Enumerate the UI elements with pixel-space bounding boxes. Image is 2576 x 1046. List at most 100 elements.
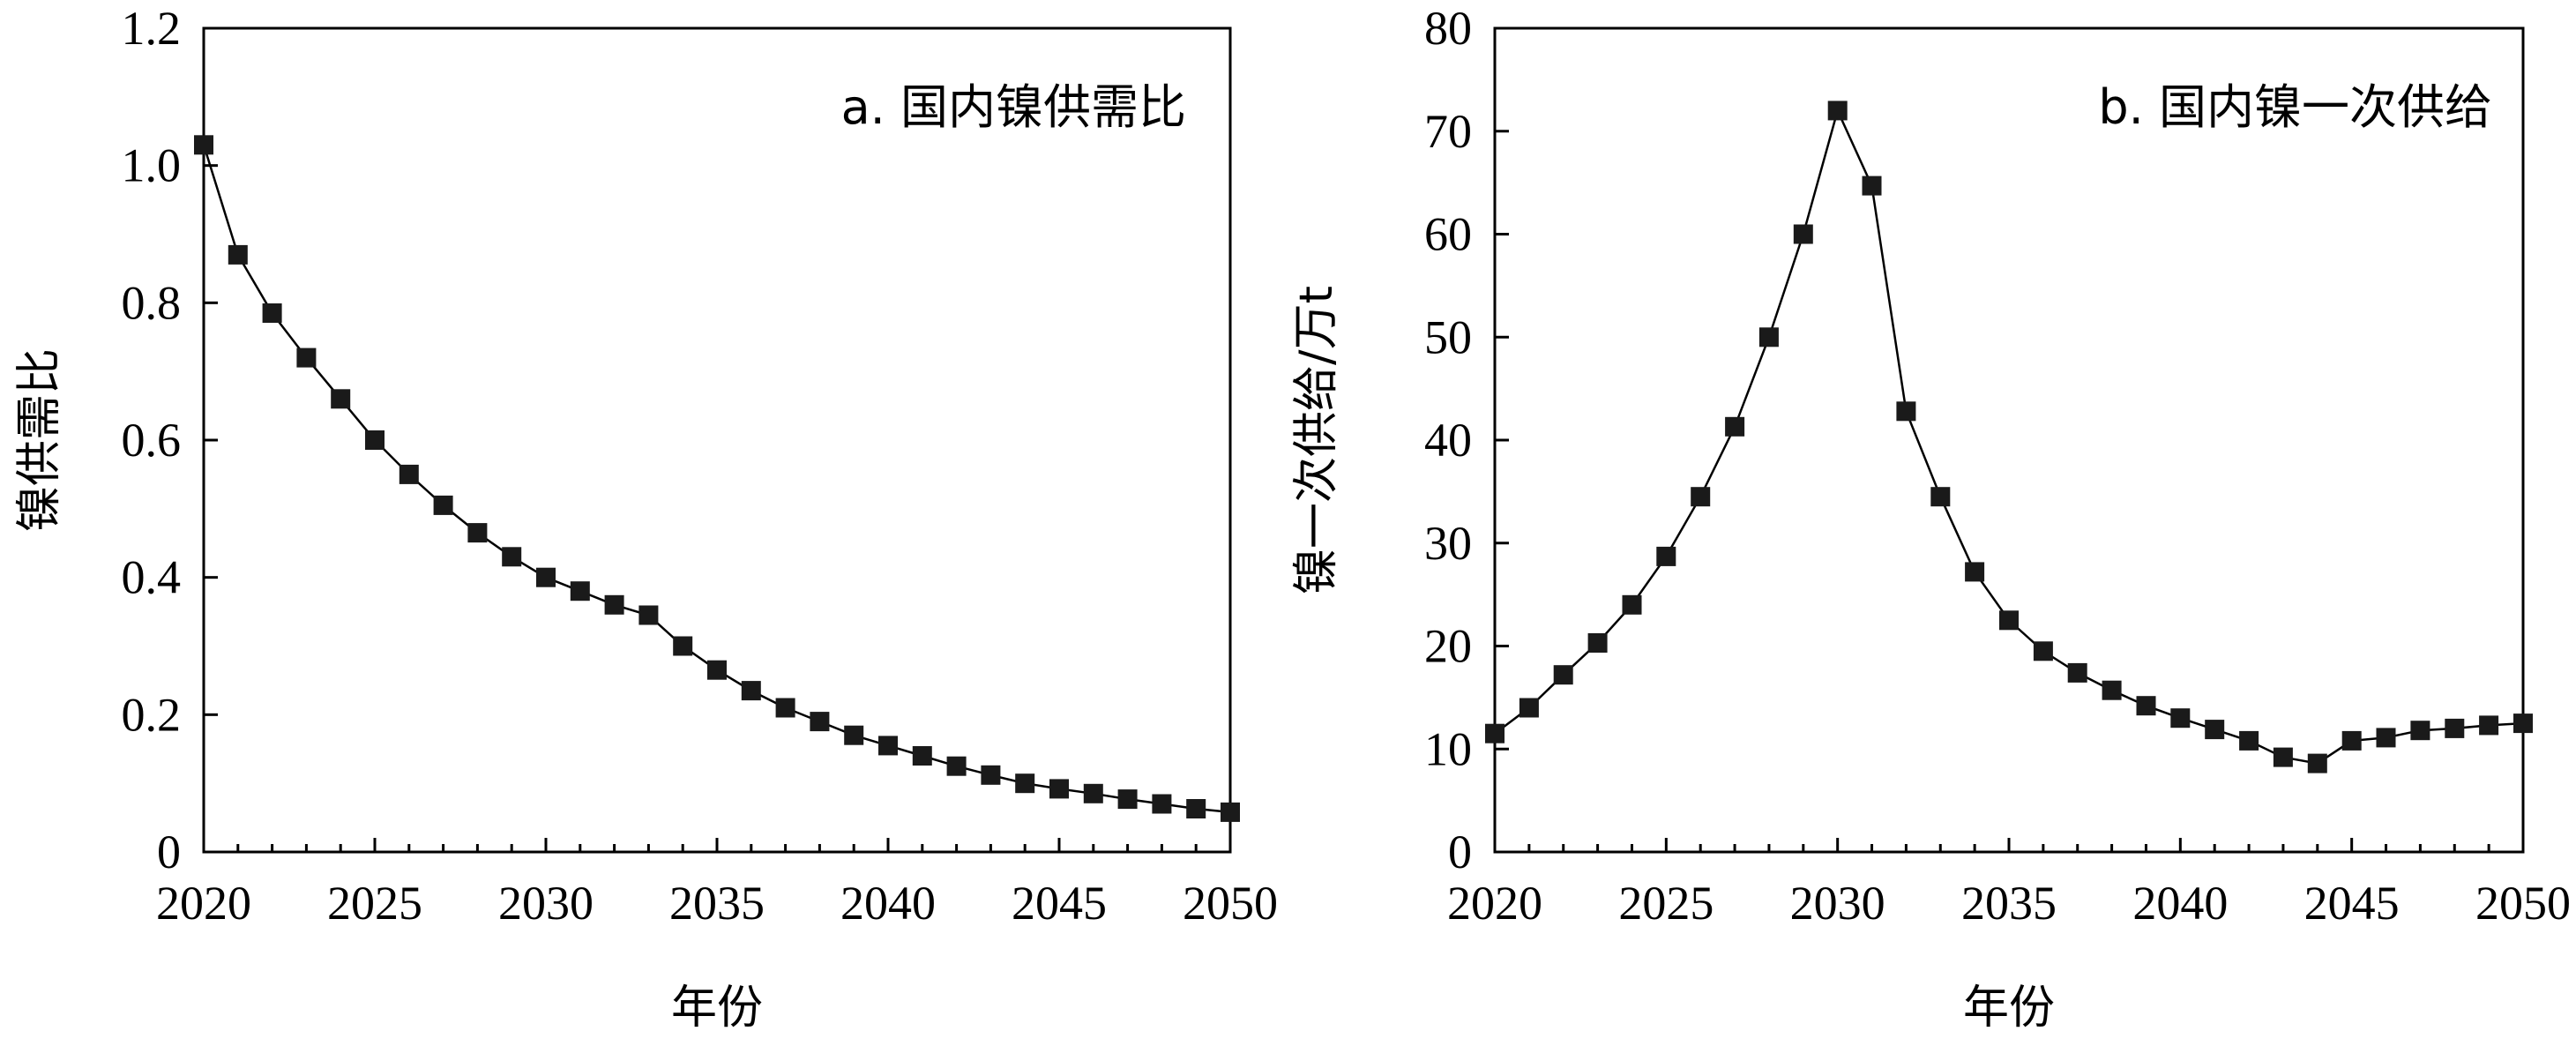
- data-point-b-2042: [2239, 730, 2259, 751]
- data-point-a-2047: [1117, 789, 1138, 810]
- x-tick-label: 2040: [840, 877, 936, 930]
- y-tick-label: 50: [1424, 310, 1472, 363]
- ticks-a: 2020 2025 2030 2035 2040 2045 2050 0 0.2 0.4 0.6 0.…: [122, 2, 1279, 930]
- series-line-b: [1494, 107, 2524, 765]
- data-point-b-2028: [1758, 327, 1779, 347]
- x-tick-label: 2020: [156, 877, 251, 930]
- chart-panel-a: a. 国内镍供需比 年份 镍供需比 2020 2025 2030 2035 2040 20…: [13, 2, 1278, 1035]
- data-point-a-2043: [981, 765, 1001, 785]
- data-point-b-2020: [1485, 723, 1505, 743]
- data-point-a-2037: [775, 698, 795, 718]
- data-point-b-2038: [2102, 680, 2122, 700]
- data-point-b-2037: [2067, 662, 2087, 683]
- data-point-a-2024: [331, 389, 351, 409]
- y-tick-label: 40: [1424, 414, 1472, 467]
- data-point-a-2034: [673, 636, 693, 656]
- data-point-a-2029: [502, 547, 522, 567]
- plot-frame-a: [202, 26, 1232, 854]
- data-point-b-2027: [1725, 416, 1745, 437]
- data-point-a-2023: [296, 347, 317, 368]
- data-point-b-2031: [1862, 176, 1882, 196]
- data-point-a-2020: [194, 135, 213, 155]
- data-point-b-2021: [1519, 698, 1539, 718]
- y-tick-label: 0.6: [122, 414, 182, 467]
- x-axis-title-a: 年份: [671, 982, 763, 1035]
- data-point-a-2039: [844, 725, 864, 745]
- data-point-a-2027: [433, 495, 453, 515]
- x-axis-title-b: 年份: [1963, 982, 2055, 1035]
- x-tick-label: 2020: [1447, 877, 1542, 930]
- y-tick-label: 60: [1424, 208, 1472, 261]
- x-tick-label: 2050: [1183, 877, 1278, 930]
- y-tick-label: 10: [1424, 722, 1472, 775]
- data-point-b-2043: [2273, 747, 2293, 767]
- data-point-b-2049: [2479, 715, 2499, 736]
- series-line-a: [202, 144, 1231, 814]
- data-point-b-2023: [1587, 633, 1608, 653]
- data-point-a-2041: [912, 746, 932, 766]
- data-point-a-2046: [1083, 783, 1103, 803]
- data-point-b-2048: [2445, 718, 2465, 738]
- y-tick-label: 0: [157, 826, 181, 878]
- data-point-a-2042: [946, 756, 967, 776]
- data-point-b-2035: [1999, 610, 2019, 631]
- data-point-b-2024: [1622, 594, 1642, 615]
- data-point-b-2034: [1965, 562, 1985, 582]
- chart-panel-b: b. 国内镍一次供给 年份 镍一次供给/万t 2020 2025 2030 2035 2…: [1290, 2, 2571, 1035]
- data-point-a-2036: [741, 681, 761, 701]
- y-tick-label: 0: [1448, 826, 1472, 878]
- data-point-a-2028: [467, 523, 488, 543]
- data-point-b-2040: [2170, 708, 2191, 728]
- plot-frame-b: [1493, 26, 2525, 854]
- data-point-a-2025: [365, 430, 385, 450]
- data-point-b-2029: [1793, 224, 1813, 244]
- data-point-b-2036: [2033, 641, 2053, 661]
- data-point-a-2050: [1221, 802, 1240, 822]
- x-tick-label: 2045: [1012, 877, 1107, 930]
- ticks-b: 2020 2025 2030 2035 2040 2045 2050010203040506…: [1424, 2, 2571, 930]
- y-axis-title-b: 镍一次供给/万t: [1290, 286, 1343, 594]
- data-point-b-2050: [2513, 714, 2533, 734]
- y-tick-label: 0.2: [122, 688, 182, 741]
- data-point-b-2041: [2205, 720, 2225, 740]
- data-point-a-2026: [399, 464, 419, 484]
- data-point-a-2021: [228, 244, 248, 265]
- data-point-a-2033: [638, 605, 659, 625]
- y-axis-title-a: 镍供需比: [13, 348, 66, 532]
- data-point-b-2030: [1827, 101, 1848, 121]
- x-tick-label: 2050: [2475, 877, 2571, 930]
- data-point-b-2032: [1896, 401, 1916, 422]
- panel-a-title: a. 国内镍供需比: [841, 79, 1186, 135]
- data-point-a-2031: [570, 581, 590, 601]
- x-tick-label: 2025: [327, 877, 422, 930]
- data-point-a-2022: [262, 303, 282, 323]
- x-tick-label: 2025: [1618, 877, 1714, 930]
- data-point-b-2046: [2376, 728, 2396, 748]
- data-point-b-2026: [1691, 487, 1711, 507]
- markers-a: [194, 135, 1240, 822]
- data-point-b-2022: [1553, 665, 1573, 685]
- x-tick-label: 2035: [1961, 877, 2057, 930]
- data-point-a-2044: [1015, 773, 1035, 794]
- y-tick-label: 30: [1424, 517, 1472, 570]
- data-point-b-2033: [1930, 487, 1951, 507]
- panel-b-title: b. 国内镍一次供给: [2098, 79, 2492, 135]
- data-point-b-2039: [2136, 696, 2156, 716]
- data-point-a-2045: [1049, 779, 1069, 799]
- data-point-a-2049: [1186, 799, 1206, 818]
- data-point-b-2047: [2410, 721, 2430, 741]
- y-tick-label: 80: [1424, 2, 1472, 55]
- x-tick-label: 2030: [498, 877, 594, 930]
- y-tick-label: 20: [1424, 620, 1472, 673]
- x-tick-label: 2035: [669, 877, 765, 930]
- x-tick-label: 2040: [2132, 877, 2228, 930]
- y-tick-label: 0.4: [122, 551, 182, 604]
- data-point-a-2048: [1152, 794, 1172, 814]
- markers-b: [1485, 101, 2533, 773]
- data-point-a-2035: [707, 660, 727, 680]
- y-tick-label: 0.8: [122, 276, 182, 329]
- data-point-a-2032: [604, 594, 624, 615]
- x-tick-label: 2045: [2304, 877, 2400, 930]
- data-point-a-2040: [878, 736, 898, 756]
